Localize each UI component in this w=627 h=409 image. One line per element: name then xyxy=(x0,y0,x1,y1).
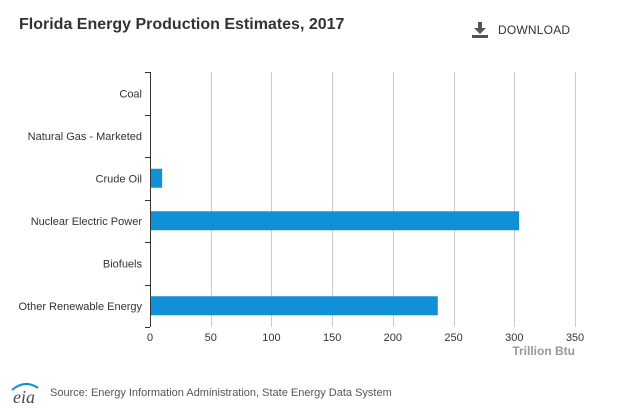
download-button[interactable]: DOWNLOAD xyxy=(472,22,570,38)
bar[interactable] xyxy=(151,168,163,188)
x-tick-label: 150 xyxy=(323,332,341,344)
category-label: Crude Oil xyxy=(96,173,142,185)
bar[interactable] xyxy=(151,211,520,231)
category-label: Other Renewable Energy xyxy=(18,301,142,313)
eia-logo: eia xyxy=(11,383,39,405)
chart-title: Florida Energy Production Estimates, 201… xyxy=(19,16,345,33)
svg-text:eia: eia xyxy=(13,387,35,405)
bar[interactable] xyxy=(151,296,438,316)
gridlines xyxy=(211,72,576,327)
x-tick-label: 50 xyxy=(205,332,217,344)
download-icon xyxy=(472,22,488,38)
category-label: Coal xyxy=(119,88,142,100)
axis-labels: Coal Natural Gas - Marketed Crude Oil Nucle… xyxy=(18,88,584,358)
download-label: DOWNLOAD xyxy=(498,23,571,37)
source-text: Source: Energy Information Administratio… xyxy=(50,387,392,399)
category-label: Biofuels xyxy=(103,258,143,270)
x-axis-title: Trillion Btu xyxy=(512,344,575,358)
category-label: Nuclear Electric Power xyxy=(31,216,143,228)
bars xyxy=(151,168,520,316)
footer: eia Source: Energy Information Administr… xyxy=(10,381,392,405)
category-label: Natural Gas - Marketed xyxy=(28,131,142,143)
axes xyxy=(145,72,151,328)
x-tick-label: 350 xyxy=(566,332,584,344)
x-tick-label: 250 xyxy=(444,332,462,344)
x-tick-label: 200 xyxy=(384,332,402,344)
x-tick-label: 300 xyxy=(505,332,523,344)
x-tick-label: 0 xyxy=(147,332,153,344)
x-tick-label: 100 xyxy=(262,332,280,344)
